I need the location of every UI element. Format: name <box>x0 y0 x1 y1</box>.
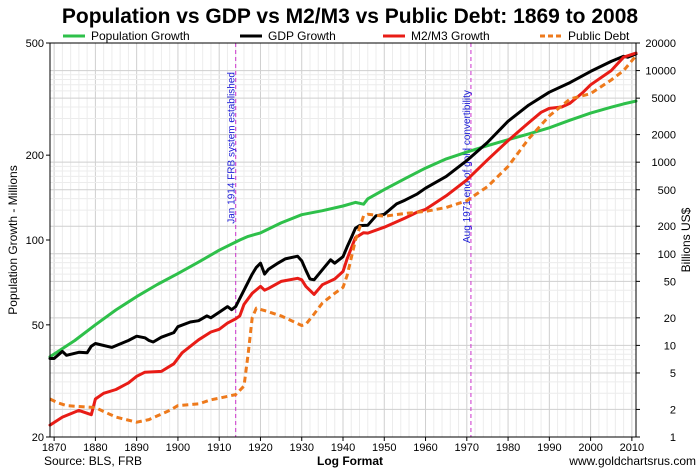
right-tick-label: 1000 <box>652 157 676 169</box>
right-tick-label: 2 <box>670 404 676 416</box>
x-tick-label: 2000 <box>578 442 602 454</box>
right-tick-label: 100 <box>658 249 676 261</box>
series-line-m2-m3-growth <box>48 51 638 427</box>
right-tick-label: 20000 <box>645 38 676 50</box>
right-tick-label: 200 <box>658 221 676 233</box>
x-tick-label: 1900 <box>166 442 190 454</box>
left-axis-ticks: 20 50 100 200 500 <box>26 38 50 444</box>
right-tick-label: 1 <box>670 432 676 444</box>
right-axis-ticks: 1 2 5 10 20 50 100 200 500 1000 2000 5000 10000 20000 <box>636 38 676 444</box>
annotation-text: Aug 1971 end of gold convertibility <box>462 90 473 243</box>
legend-label: GDP Growth <box>268 29 336 43</box>
right-tick-label: 500 <box>658 185 676 197</box>
right-tick-label: 5000 <box>652 93 676 105</box>
x-tick-label: 1950 <box>372 442 396 454</box>
legend-label: M2/M3 Growth <box>411 29 490 43</box>
x-tick-label: 1890 <box>124 442 148 454</box>
right-tick-label: 50 <box>664 276 676 288</box>
x-tick-label: 1930 <box>289 442 313 454</box>
source-label: Source: BLS, FRB <box>44 454 142 468</box>
right-tick-label: 5 <box>670 368 676 380</box>
right-tick-label: 10000 <box>645 66 676 78</box>
legend-label: Population Growth <box>91 29 190 43</box>
x-tick-label: 1940 <box>331 442 355 454</box>
right-tick-label: 10 <box>664 340 676 352</box>
x-tick-label: 1990 <box>537 442 561 454</box>
series-line-gdp-growth <box>48 52 638 360</box>
left-tick-label: 50 <box>32 320 44 332</box>
series-group <box>48 51 638 427</box>
left-tick-label: 200 <box>26 150 44 162</box>
annotation-text: Jan 1914 FRB system established <box>227 72 238 224</box>
x-tick-label: 1920 <box>248 442 272 454</box>
x-axis-ticks: 1870 1880 1890 1900 1910 1920 1930 1940 1950 1960… <box>42 437 644 454</box>
legend-label: Public Debt <box>568 29 630 43</box>
annotations: Jan 1914 FRB system established Aug 1971 … <box>227 43 473 437</box>
left-tick-label: 100 <box>26 235 44 247</box>
legend: Population Growth GDP Growth M2/M3 Growth P… <box>63 29 630 43</box>
x-tick-label: 1910 <box>207 442 231 454</box>
series-line-population-growth <box>48 99 638 359</box>
gridlines <box>50 42 636 438</box>
right-tick-label: 2000 <box>652 130 676 142</box>
chart-title: Population vs GDP vs M2/M3 vs Public Deb… <box>62 5 638 28</box>
left-tick-label: 20 <box>32 432 44 444</box>
left-tick-label: 500 <box>26 38 44 50</box>
x-tick-label: 1870 <box>42 442 66 454</box>
right-tick-label: 20 <box>664 313 676 325</box>
x-tick-label: 2010 <box>620 442 644 454</box>
right-axis-label: Billions US$ <box>679 207 693 272</box>
x-axis-label: Log Format <box>317 454 383 468</box>
x-tick-label: 1970 <box>455 442 479 454</box>
left-axis-label: Population Growth - Millions <box>6 165 20 314</box>
x-tick-label: 1980 <box>496 442 520 454</box>
x-tick-label: 1960 <box>413 442 437 454</box>
website-label: www.goldchartsrus.com <box>568 454 696 468</box>
series-line-public-debt <box>49 54 638 424</box>
x-tick-label: 1880 <box>83 442 107 454</box>
